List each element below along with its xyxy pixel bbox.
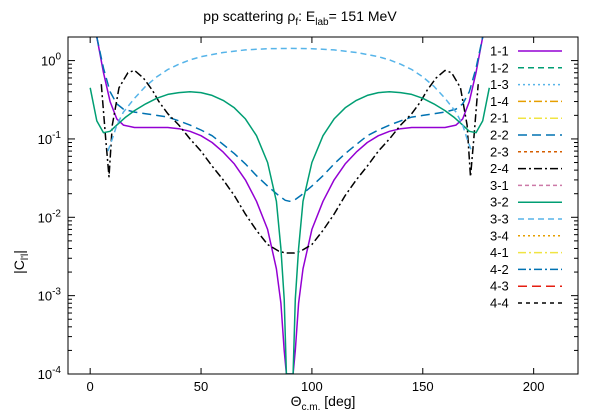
legend-label: 3-1 <box>490 178 509 193</box>
y-axis-title-tail: | <box>11 250 27 254</box>
x-axis-title: Θc.m. [deg] <box>291 393 356 413</box>
y-tick-label: 10-3 <box>38 287 62 304</box>
chart-title: pp scattering ρf: Elab= 151 MeV <box>203 8 397 28</box>
legend-label: 1-2 <box>490 60 509 75</box>
legend-label: 1-1 <box>490 44 509 59</box>
y-tick-label: 10-2 <box>38 208 62 225</box>
chart-title-tail: = 151 MeV <box>329 8 398 24</box>
legend-label: 2-2 <box>490 128 509 143</box>
legend-label: 2-1 <box>490 111 509 126</box>
y-axis-title-main: |C <box>11 260 27 274</box>
y-axis-title-sub: l'l <box>20 254 31 260</box>
legend: 1-11-2 1-3 1-4 2-1 2-22-3 2-4 3-1 3-2 3-33-4 4-1 4… <box>490 44 562 311</box>
legend-label: 4-3 <box>490 279 509 294</box>
legend-label: 3-3 <box>490 212 509 227</box>
legend-label: 3-2 <box>490 195 509 210</box>
legend-label: 1-3 <box>490 77 509 92</box>
x-tick-label: 0 <box>87 379 94 394</box>
legend-label: 1-4 <box>490 94 509 109</box>
axes-layer: 0 50 100 150 200 10-4 10-3 10-2 10-1 100 <box>38 36 579 394</box>
y-tick-label: 10-1 <box>38 130 62 147</box>
series-line-2-2 <box>96 37 484 203</box>
chart-title-mid: : E <box>298 8 315 24</box>
x-tick-label: 100 <box>301 379 323 394</box>
series-layer <box>89 37 491 374</box>
y-tick-label: 100 <box>41 52 61 69</box>
x-tick-label: 200 <box>523 379 545 394</box>
legend-label: 2-3 <box>490 144 509 159</box>
chart-title-main: pp scattering ρ <box>203 8 295 24</box>
x-axis-title-sub: c.m. <box>301 402 320 413</box>
x-tick-label: 50 <box>194 379 208 394</box>
chart-title-sub2: lab <box>315 17 329 28</box>
series-line-2-4 <box>100 69 479 254</box>
chart-title-sub: f <box>295 17 298 28</box>
legend-label: 4-4 <box>490 296 509 311</box>
plot-frame <box>67 36 579 375</box>
x-axis-title-main: Θ <box>291 393 302 409</box>
x-tick-label: 150 <box>412 379 434 394</box>
x-axis-title-tail: [deg] <box>320 393 355 409</box>
legend-label: 2-4 <box>490 161 509 176</box>
legend-label: 4-1 <box>490 245 509 260</box>
series-line-3-3 <box>107 47 473 152</box>
legend-label: 3-4 <box>490 228 509 243</box>
series-line-3-2 <box>89 87 491 374</box>
y-tick-label: 10-4 <box>38 365 62 382</box>
y-axis-title: |Cl'l| <box>11 250 31 274</box>
legend-label: 4-2 <box>490 262 509 277</box>
series-line-1-1 <box>96 37 484 374</box>
